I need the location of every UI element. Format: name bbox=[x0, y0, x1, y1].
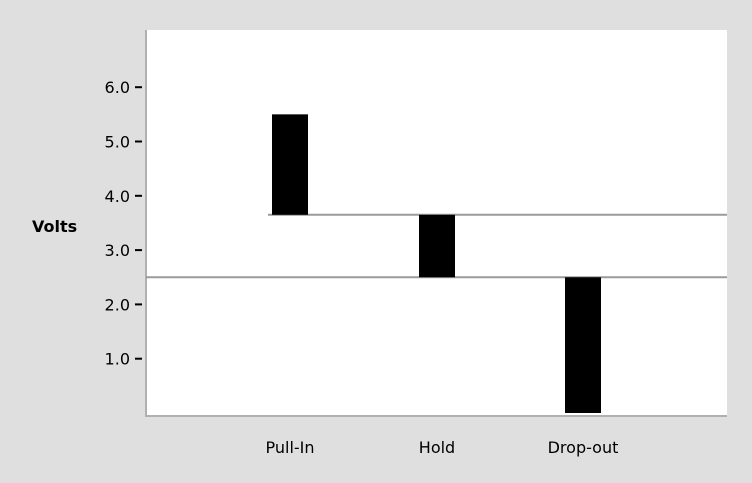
bar-hold bbox=[419, 215, 455, 277]
y-tick-label: 1.0 bbox=[105, 350, 130, 369]
y-tick-label: 2.0 bbox=[105, 295, 130, 314]
bar-drop-out bbox=[565, 277, 601, 413]
y-tick-label: 4.0 bbox=[105, 187, 130, 206]
y-tick-label: 3.0 bbox=[105, 241, 130, 260]
y-tick-label: 6.0 bbox=[105, 78, 130, 97]
bar-pull-in bbox=[272, 114, 308, 214]
y-axis-title: Volts bbox=[32, 217, 77, 236]
x-category-label: Hold bbox=[419, 438, 455, 457]
x-category-label: Drop-out bbox=[548, 438, 619, 457]
x-category-label: Pull-In bbox=[265, 438, 314, 457]
x-axis: Pull-In Hold Drop-out bbox=[265, 438, 618, 457]
y-tick-label: 5.0 bbox=[105, 133, 130, 152]
y-axis: 1.0 2.0 3.0 4.0 5.0 6.0 bbox=[105, 78, 142, 369]
